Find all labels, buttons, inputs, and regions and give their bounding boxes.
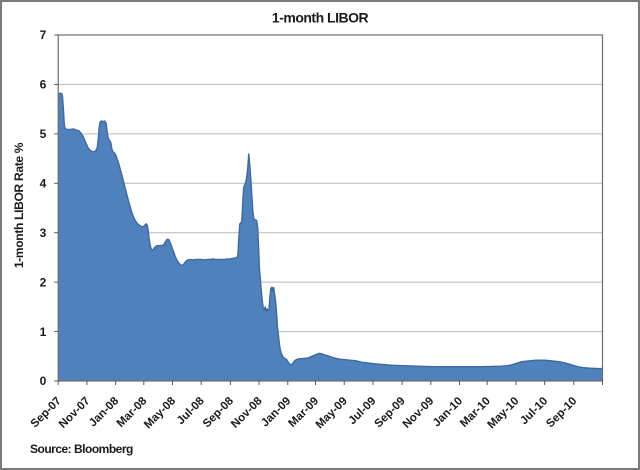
svg-text:1: 1: [40, 325, 47, 339]
svg-text:6: 6: [40, 78, 47, 92]
svg-text:5: 5: [40, 127, 47, 141]
svg-text:2: 2: [40, 275, 47, 289]
svg-text:4: 4: [40, 176, 47, 190]
svg-text:Source: Bloomberg: Source: Bloomberg: [30, 442, 133, 456]
svg-text:1-month LIBOR Rate %: 1-month LIBOR Rate %: [12, 142, 26, 268]
svg-text:0: 0: [40, 374, 47, 388]
svg-text:7: 7: [40, 28, 47, 42]
svg-text:3: 3: [40, 226, 47, 240]
svg-text:1-month LIBOR: 1-month LIBOR: [272, 10, 369, 26]
